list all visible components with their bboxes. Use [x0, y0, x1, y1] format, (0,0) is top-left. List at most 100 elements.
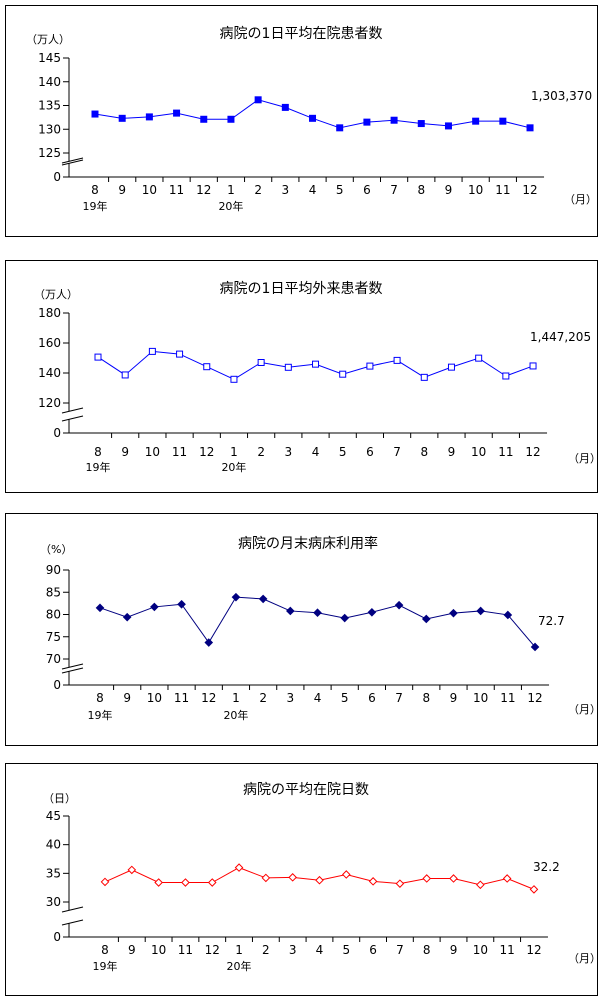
x-tick-label: 3: [285, 445, 293, 459]
x-tick-label: 12: [201, 691, 216, 705]
last-value-label: 1,447,205: [530, 330, 591, 344]
y-tick-label: 0: [53, 678, 61, 692]
x-tick-label: 10: [473, 691, 488, 705]
x-axis-unit: （月）: [568, 952, 599, 965]
data-point: [118, 114, 126, 122]
series-line: [99, 596, 536, 648]
x-tick-label: 5: [342, 943, 350, 957]
x-tick-label: 12: [522, 183, 537, 197]
x-tick-label: 12: [196, 183, 211, 197]
year-label: 19年: [83, 199, 108, 213]
y-tick-label: 40: [46, 838, 61, 852]
data-point: [529, 362, 537, 370]
year-label: 19年: [88, 708, 113, 722]
data-point: [502, 874, 512, 883]
data-point: [154, 878, 163, 887]
chart-title: 病院の1日平均外来患者数: [220, 281, 383, 297]
x-tick-label: 9: [123, 691, 131, 705]
data-point: [366, 362, 374, 370]
data-point: [394, 600, 404, 610]
axis-break-mark-upper: [61, 157, 84, 164]
data-point: [231, 592, 241, 602]
data-point: [444, 122, 452, 130]
y-tick-label: 145: [38, 51, 61, 65]
data-point: [475, 354, 483, 362]
y-tick-label: 80: [46, 608, 61, 622]
x-tick-label: 8: [423, 943, 431, 957]
chart-panel-bed-utilization: 病院の月末病床利用率 （%） （月） 0 70 75 80 85 90 8 9 10 11 12 1 2 3 4 5…: [5, 513, 599, 746]
data-point: [422, 874, 432, 883]
x-tick-label: 10: [142, 183, 157, 197]
data-point: [476, 880, 485, 890]
x-tick-label: 11: [498, 445, 513, 459]
axis-break-mark-upper: [61, 407, 84, 414]
axis-break-mark-lower: [61, 159, 84, 166]
data-point: [447, 363, 455, 371]
x-tick-label: 5: [341, 691, 349, 705]
x-tick-label: 1: [232, 691, 240, 705]
y-tick-label: 45: [46, 809, 61, 823]
chart-panel-outpatients: 病院の1日平均外来患者数 （万人） （月） 0 120 140 160 180 8 9 10 11 12…: [5, 260, 599, 493]
x-tick-label: 9: [118, 183, 126, 197]
y-tick-label: 160: [38, 336, 61, 350]
x-tick-label: 9: [450, 943, 458, 957]
data-point: [529, 885, 539, 894]
x-tick-label: 7: [395, 691, 403, 705]
chart-title: 病院の1日平均在院患者数: [220, 26, 383, 42]
data-point: [122, 612, 132, 622]
x-tick-label: 11: [169, 183, 184, 197]
data-point: [148, 347, 156, 355]
data-point: [100, 877, 110, 887]
x-tick-label: 6: [366, 445, 374, 459]
x-tick-label: 10: [147, 691, 162, 705]
x-axis-unit: （月）: [564, 193, 597, 206]
data-point: [177, 599, 186, 609]
axis-break-mark-upper: [61, 906, 84, 913]
data-point: [530, 642, 540, 652]
x-tick-label: 6: [363, 183, 371, 197]
y-tick-label: 0: [53, 930, 61, 944]
last-value-label: 72.7: [538, 614, 565, 628]
chart-title: 病院の平均在院日数: [243, 782, 369, 798]
y-tick-label: 0: [53, 170, 61, 184]
chart-panel-length-of-stay: 病院の平均在院日数 （日） （月） 0 30 35 40 45 8 9 10 11 12 1 2 3 4 5 6 7 8…: [5, 763, 599, 996]
x-tick-label: 2: [254, 183, 262, 197]
data-point: [203, 363, 211, 371]
data-point: [363, 118, 371, 126]
x-tick-label: 9: [450, 691, 458, 705]
x-tick-label: 8: [91, 183, 99, 197]
x-tick-label: 7: [390, 183, 398, 197]
x-tick-label: 12: [199, 445, 214, 459]
data-point: [421, 614, 431, 624]
x-tick-label: 4: [314, 691, 322, 705]
y-axis-unit: （万人）: [26, 33, 70, 46]
x-tick-label: 12: [527, 691, 542, 705]
x-tick-label: 8: [420, 445, 428, 459]
y-tick-label: 30: [46, 895, 61, 909]
y-tick-label: 35: [46, 866, 61, 880]
x-tick-label: 7: [396, 943, 404, 957]
x-tick-label: 11: [172, 445, 187, 459]
y-tick-label: 0: [53, 426, 61, 440]
chart-title: 病院の月末病床利用率: [238, 535, 378, 552]
y-axis-unit: （日）: [43, 792, 76, 805]
x-tick-label: 9: [121, 445, 129, 459]
x-tick-label: 9: [445, 183, 453, 197]
data-point: [173, 109, 181, 117]
x-tick-label: 12: [526, 943, 541, 957]
data-point: [393, 356, 401, 364]
x-tick-label: 11: [174, 691, 189, 705]
x-tick-label: 4: [309, 183, 317, 197]
x-tick-label: 4: [316, 943, 324, 957]
data-point: [176, 350, 184, 358]
x-tick-label: 8: [101, 943, 109, 957]
axis-break-mark-lower: [61, 415, 84, 422]
x-tick-label: 1: [230, 445, 238, 459]
x-tick-label: 10: [473, 943, 488, 957]
data-point: [181, 878, 190, 887]
data-point: [313, 608, 322, 618]
data-point: [472, 117, 480, 125]
data-point: [336, 124, 344, 132]
